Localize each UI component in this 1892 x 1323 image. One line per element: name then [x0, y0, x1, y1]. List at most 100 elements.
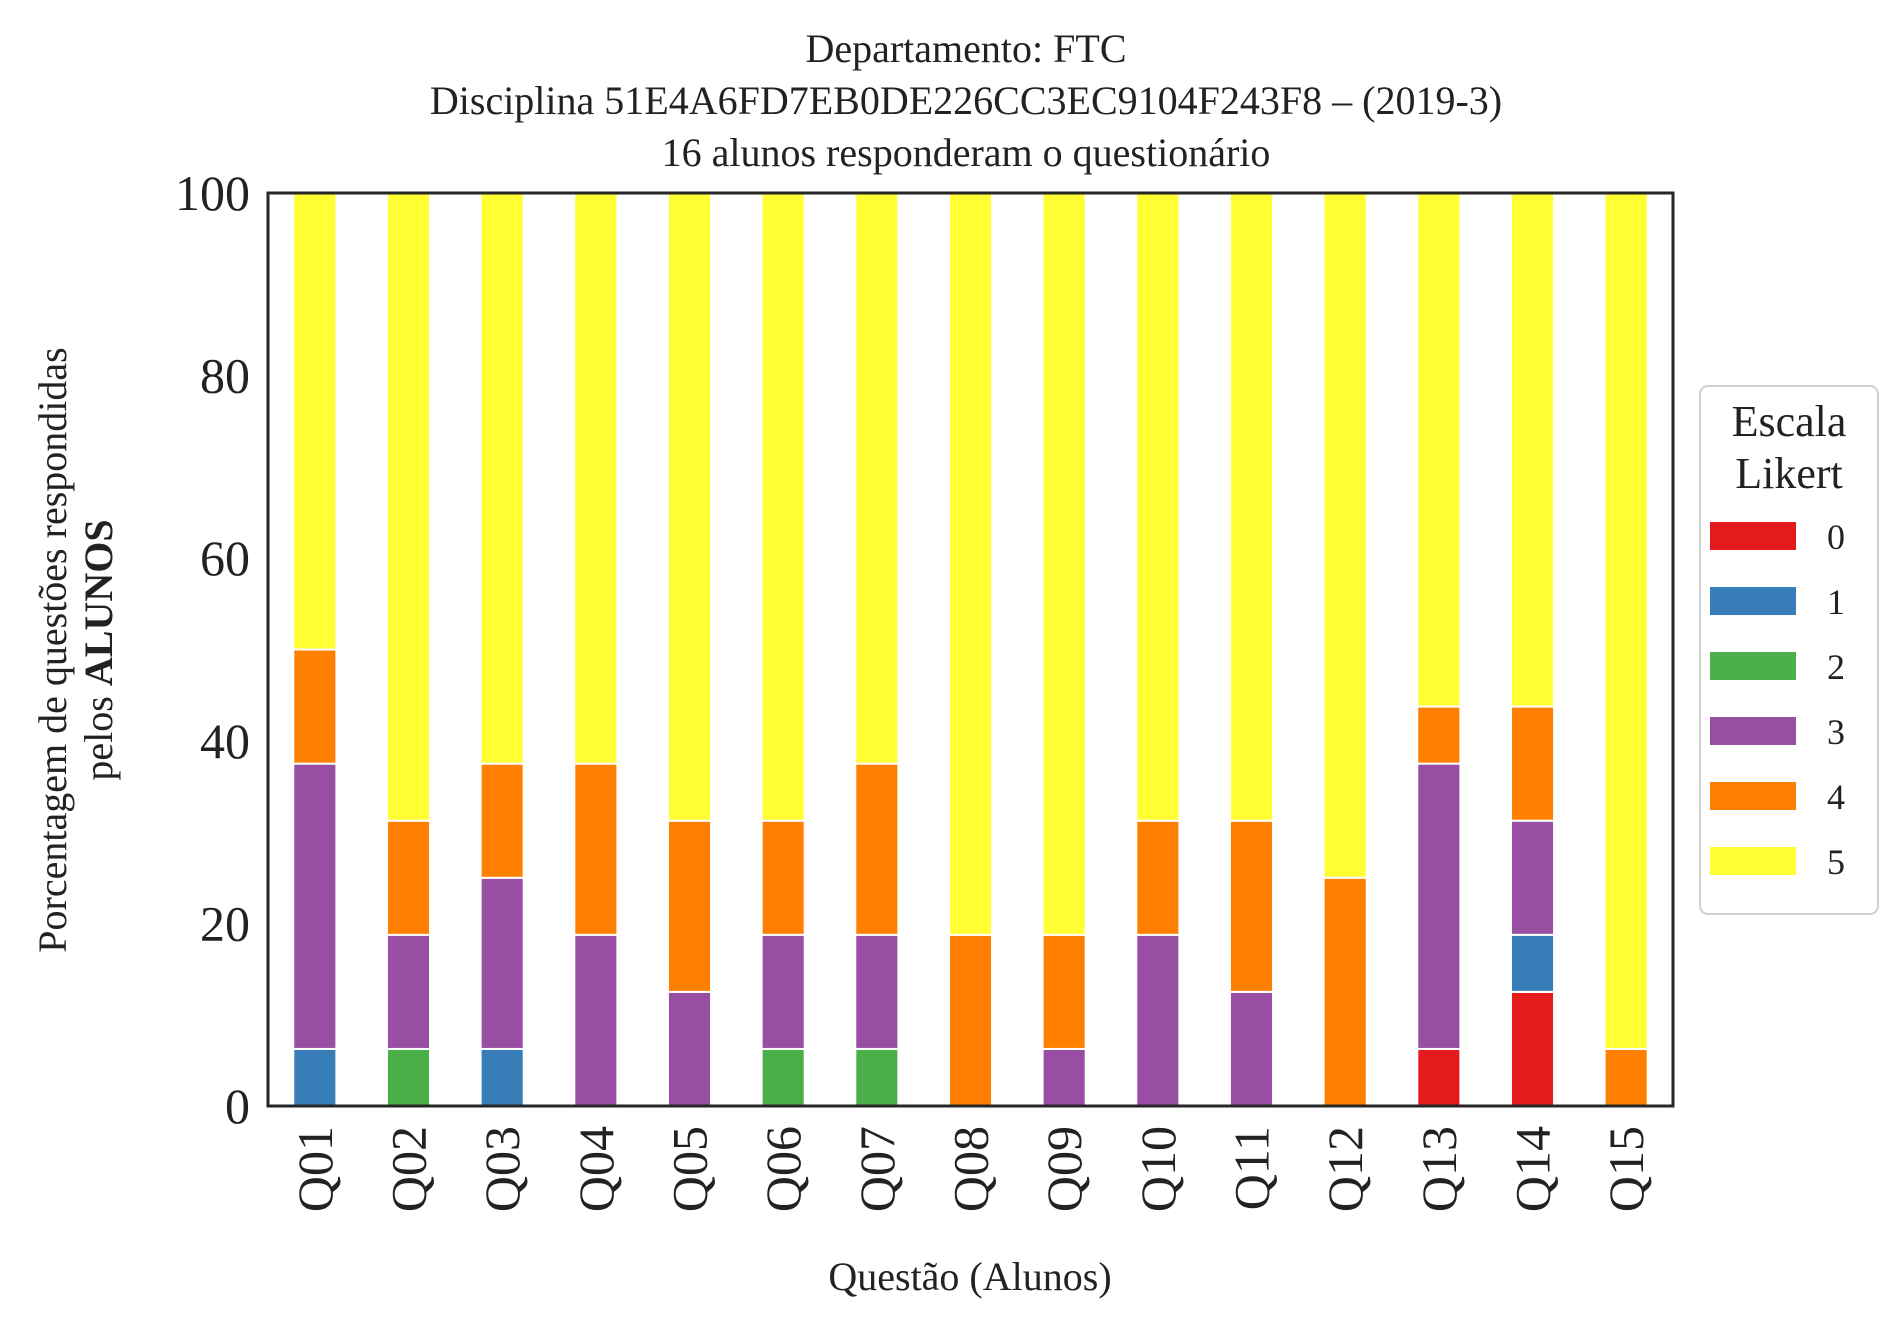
- bar-q10-level-4: [1135, 819, 1181, 936]
- x-tick-label-q12: Q12: [1317, 1126, 1373, 1212]
- x-tick-label-q13: Q13: [1411, 1126, 1467, 1212]
- bar-q14-level-4: [1509, 705, 1556, 822]
- x-tick-label-q09: Q09: [1036, 1126, 1092, 1212]
- x-tick-label-q03: Q03: [474, 1126, 530, 1212]
- bar-q13-level-3: [1416, 762, 1462, 1050]
- bar-q15-level-5: [1603, 192, 1649, 1050]
- x-tick-label-q01: Q01: [287, 1126, 343, 1212]
- x-axis-ticks: Q01 Q02 Q03 Q04 Q05 Q06 Q07 Q08 Q09 Q10 Q11 Q12 Q13 Q…: [287, 1126, 1654, 1212]
- bar-q06-level-3: [760, 933, 806, 1050]
- bar-q07-level-3: [854, 933, 900, 1050]
- plot-area-frame: [266, 191, 1675, 1108]
- x-tick-label-q07: Q07: [849, 1126, 905, 1212]
- legend-title-line-2: Likert: [1735, 449, 1843, 498]
- bar-q14-level-3: [1509, 819, 1556, 936]
- bar-q09-level-3: [1041, 1047, 1087, 1107]
- bar-q07-level-2: [854, 1047, 900, 1107]
- bar-q04-level-3: [573, 933, 619, 1107]
- title-line-1: Departamento: FTC: [805, 26, 1126, 71]
- x-tick-label-q11: Q11: [1224, 1126, 1280, 1210]
- bars: [292, 192, 1649, 1108]
- title-line-2: Disciplina 51E4A6FD7EB0DE226CC3EC9104F24…: [430, 78, 1502, 123]
- bar-q08-level-5: [947, 192, 994, 936]
- legend: Escala Likert 0 1 2 3 4 5: [1699, 385, 1879, 915]
- legend-title-line-1: Escala: [1732, 397, 1847, 446]
- bar-q03-level-5: [479, 192, 525, 765]
- chart-title: Departamento: FTC Disciplina 51E4A6FD7EB…: [430, 26, 1502, 175]
- legend-swatch-4: [1710, 782, 1796, 810]
- x-tick-label-q14: Q14: [1505, 1126, 1561, 1212]
- bar-q02-level-4: [385, 819, 432, 936]
- x-tick-label-q08: Q08: [943, 1126, 999, 1212]
- bar-q01-level-5: [292, 192, 338, 651]
- y-tick-label: 80: [200, 348, 250, 404]
- bar-q11-level-4: [1228, 819, 1275, 993]
- bar-q10-level-3: [1135, 933, 1181, 1107]
- bar-q06-level-4: [760, 819, 806, 936]
- y-axis-label: Porcentagem de questões respondidas pelo…: [30, 347, 121, 952]
- bar-q13-level-5: [1416, 192, 1462, 708]
- x-tick-label-q02: Q02: [381, 1126, 437, 1212]
- y-tick-label: 20: [200, 895, 250, 951]
- legend-label-2: 2: [1827, 647, 1845, 687]
- legend-label-5: 5: [1827, 842, 1845, 882]
- y-tick-label: 100: [175, 165, 250, 221]
- x-tick-label-q06: Q06: [755, 1126, 811, 1212]
- y-axis-ticks: 0 20 40 60 80 100: [175, 165, 250, 1134]
- bar-q02-level-3: [385, 933, 432, 1050]
- y-tick-label: 0: [225, 1078, 250, 1134]
- legend-swatch-2: [1710, 652, 1796, 680]
- legend-swatch-5: [1710, 847, 1796, 875]
- bar-q10-level-5: [1135, 192, 1181, 822]
- legend-label-1: 1: [1827, 582, 1845, 622]
- legend-swatch-1: [1710, 587, 1796, 615]
- y-axis-label-bold: ALUNOS: [76, 519, 121, 686]
- legend-label-0: 0: [1827, 517, 1845, 557]
- title-line-3: 16 alunos responderam o questionário: [662, 130, 1271, 175]
- legend-swatch-0: [1710, 522, 1796, 550]
- bar-q07-level-4: [854, 762, 900, 936]
- bar-q14-level-1: [1509, 933, 1556, 993]
- bar-q04-level-5: [573, 192, 619, 765]
- bar-q12-level-4: [1322, 876, 1368, 1107]
- bar-q15-level-4: [1603, 1047, 1649, 1107]
- x-tick-label-q05: Q05: [662, 1126, 718, 1212]
- bar-q02-level-5: [385, 192, 432, 822]
- bar-q14-level-0: [1509, 990, 1556, 1108]
- bar-q05-level-4: [666, 819, 713, 993]
- legend-items: 0 1 2 3 4 5: [1710, 517, 1845, 882]
- x-tick-label-q15: Q15: [1598, 1126, 1654, 1212]
- x-tick-label-q04: Q04: [568, 1126, 624, 1212]
- bar-q12-level-5: [1322, 192, 1368, 879]
- bar-q06-level-5: [760, 192, 806, 822]
- bar-q13-level-4: [1416, 705, 1462, 765]
- bar-q03-level-3: [479, 876, 525, 1050]
- x-axis-label: Questão (Alunos): [828, 1254, 1111, 1299]
- bar-q09-level-4: [1041, 933, 1087, 1050]
- bar-q03-level-1: [479, 1047, 525, 1107]
- bar-q08-level-4: [947, 933, 994, 1107]
- bar-q05-level-5: [666, 192, 713, 822]
- bar-q01-level-3: [292, 762, 338, 1050]
- bar-q06-level-2: [760, 1047, 806, 1107]
- bar-q03-level-4: [479, 762, 525, 879]
- legend-label-3: 3: [1827, 712, 1845, 752]
- bar-q11-level-5: [1228, 192, 1275, 822]
- bar-q11-level-3: [1228, 990, 1275, 1108]
- y-tick-label: 40: [200, 713, 250, 769]
- bar-q01-level-4: [292, 648, 338, 765]
- y-axis-label-prefix: pelos: [76, 686, 121, 780]
- bar-q14-level-5: [1509, 192, 1556, 708]
- bar-q13-level-0: [1416, 1047, 1462, 1107]
- bar-q01-level-1: [292, 1047, 338, 1107]
- y-tick-label: 60: [200, 530, 250, 586]
- x-tick-label-q10: Q10: [1130, 1126, 1186, 1212]
- legend-swatch-3: [1710, 717, 1796, 745]
- bar-q07-level-5: [854, 192, 900, 765]
- y-axis-label-line-2: pelos ALUNOS: [76, 519, 121, 780]
- legend-label-4: 4: [1827, 777, 1845, 817]
- bar-q05-level-3: [666, 990, 713, 1108]
- bar-q04-level-4: [573, 762, 619, 936]
- bar-q02-level-2: [385, 1047, 432, 1107]
